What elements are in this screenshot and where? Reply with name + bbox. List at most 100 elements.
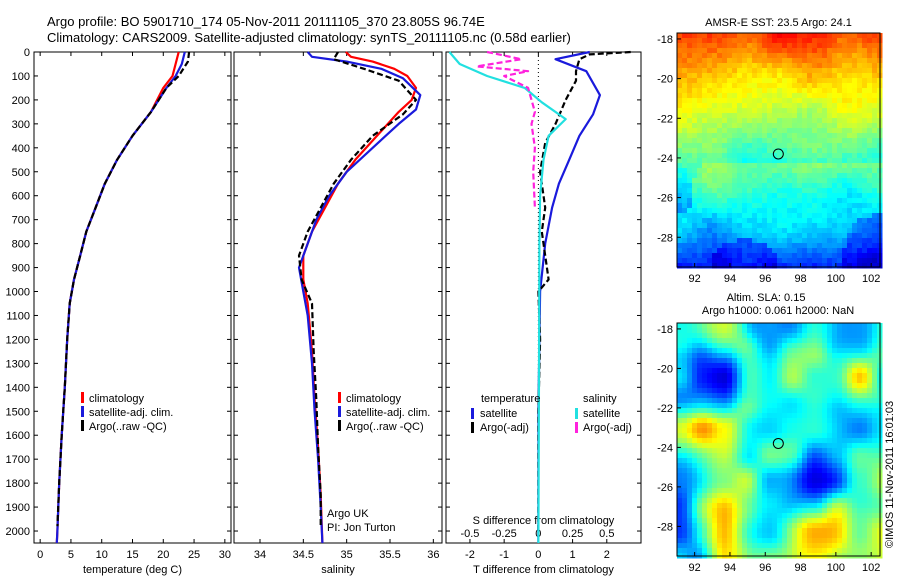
legend-swatch [338,406,341,417]
plot-frame [445,51,642,544]
y-tick-label: 900 [12,263,30,275]
x2-tick-label: -0.5 [460,528,479,540]
x-tick-label: -1 [499,549,509,561]
x-tick-label: 1 [570,549,576,561]
map-x-tick-label: 100 [827,273,845,285]
credit-text: ©IMOS 11-Nov-2011 16:01:03 [884,401,896,548]
map-y-tick-label: -22 [657,113,673,125]
x-tick-label: 0 [37,549,43,561]
x-tick-label: 34 [254,549,266,561]
map-frame [676,32,881,268]
x-tick-label: 0 [535,549,541,561]
legend-swatch [81,406,84,417]
map-x-tick-label: 92 [689,273,701,285]
map-x-tick-label: 98 [794,562,806,574]
map-y-tick-label: -28 [657,521,673,533]
annotation-text: Argo UK [327,508,369,520]
y-tick-label: 1800 [6,478,30,490]
map-x-tick-label: 92 [689,562,701,574]
x2-tick-label: 0.25 [562,528,583,540]
plot-frame [233,51,443,544]
y-tick-label: 1100 [6,310,30,322]
series-line-satellite-adj--clim- [297,51,422,544]
map-x-tick-label: 102 [862,562,880,574]
legend-label: satellite-adj. clim. [346,407,430,419]
map-x-tick-label: 102 [862,273,880,285]
argo-location-marker [772,437,784,449]
argo-location-marker [772,148,784,160]
legend-label: climatology [89,393,145,405]
x-axis-label: temperature (deg C) [83,564,182,576]
y-tick-label: 800 [12,239,30,251]
legend-swatch [575,408,578,419]
x-tick-label: 10 [96,549,108,561]
y-tick-label: 200 [12,95,30,107]
y-tick-label: 600 [12,191,30,203]
map-y-tick-label: -20 [657,74,673,86]
map-y-tick-label: -24 [657,153,673,165]
y-tick-label: 1600 [6,430,30,442]
series-line-satellite-adj--clim- [55,51,186,544]
map-x-tick-label: 94 [724,273,736,285]
header-line-1: Argo profile: BO 5901710_174 05-Nov-2011… [47,14,485,29]
map-y-tick-label: -26 [657,482,673,494]
map-y-tick-label: -18 [657,324,673,336]
legend-label: Argo(..raw -QC) [346,421,424,433]
map-y-tick-label: -28 [657,232,673,244]
legend-label: satellite [480,408,517,420]
legend-swatch [81,392,84,403]
x-tick-label: 5 [68,549,74,561]
series-line-argo---raw--qc- [56,51,191,527]
difference-panel: -2 -1 0 1 2 T difference from climatology -0.5… [445,50,642,576]
sla-map-title-1: Altim. SLA: 0.15 [727,292,806,304]
y-tick-label: 1500 [6,406,30,418]
y-tick-label: 100 [12,71,30,83]
legend-label: climatology [346,393,402,405]
x-axis-label: T difference from climatology [473,564,614,576]
sst-map-title: AMSR-E SST: 23.5 Argo: 24.1 [705,17,852,29]
legend-swatch [338,392,341,403]
map-x-tick-label: 96 [759,562,771,574]
x-tick-label: 20 [157,549,169,561]
header-line-2: Climatology: CARS2009. Satellite-adjuste… [47,30,571,45]
series-line-argo--adj- [475,50,536,208]
y-tick-label: 1700 [6,454,30,466]
temperature-panel: 0100200300400500600700800900100011001200… [6,47,232,576]
series-line-argo--adj- [537,50,631,531]
x-tick-label: 34.5 [293,549,314,561]
sla-map: 92 94 96 98 100 102 -18 -20 -22 -24 -26 -28 Altim. S… [657,292,883,574]
annotation-text: PI: Jon Turton [327,522,395,534]
legend-swatch [81,420,84,431]
legend-swatch [338,420,341,431]
map-frame [676,322,881,557]
x-tick-label: 25 [188,549,200,561]
legend-label: satellite-adj. clim. [89,407,173,419]
y-tick-label: 400 [12,143,30,155]
sla-map-title-2: Argo h1000: 0.061 h2000: NaN [702,305,854,317]
x2-tick-label: 0.5 [599,528,614,540]
y-tick-label: 1300 [6,358,30,370]
x2-tick-label: -0.25 [492,528,517,540]
map-x-tick-label: 100 [827,562,845,574]
y-tick-label: 1200 [6,334,30,346]
sla-field [677,323,883,559]
y-tick-label: 1900 [6,502,30,514]
map-x-tick-label: 94 [724,562,736,574]
legend-label: Argo(..raw -QC) [89,421,167,433]
map-y-tick-label: -18 [657,34,673,46]
x-tick-label: -2 [465,549,475,561]
y-tick-label: 2000 [6,526,30,538]
x-tick-label: 36 [427,549,439,561]
x-axis-label: salinity [321,564,355,576]
legend-label: Argo(-adj) [583,422,632,434]
legend-swatch [471,408,474,419]
map-y-tick-label: -24 [657,442,673,454]
legend-label: satellite [583,408,620,420]
map-y-tick-label: -26 [657,193,673,205]
x2-axis-label: S difference from climatology [473,515,615,527]
series-line-satellite [537,50,601,543]
y-tick-label: 0 [24,47,30,59]
series-line-climatology [55,51,180,544]
legend-title: salinity [583,393,617,405]
x-tick-label: 30 [219,549,231,561]
